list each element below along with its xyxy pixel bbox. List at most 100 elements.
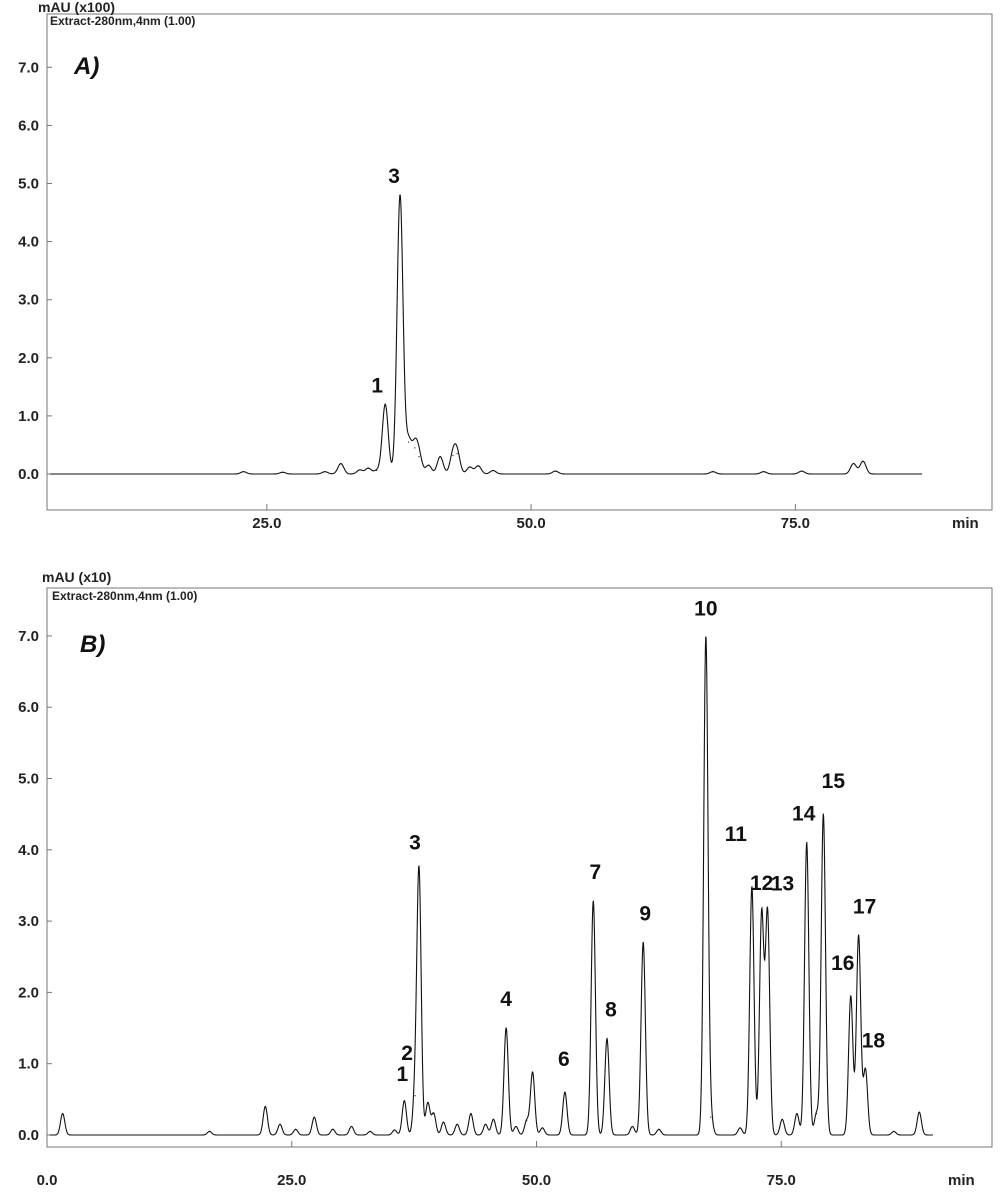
peak-apex [658,1128,660,1130]
peak-number-label: 12 [750,872,773,895]
peak-apex [340,462,342,465]
peak-apex [407,441,410,443]
peak-number-label: 15 [822,770,846,793]
y-tick-label: 0.0 [18,466,39,483]
peak-apex [282,471,284,473]
peak-apex [376,469,378,472]
peak-apex [469,466,471,468]
peak-number-label: 18 [862,1029,886,1052]
peak-apex [710,1116,712,1118]
peak-apex [393,1129,396,1131]
y-tick-label: 5.0 [18,771,39,788]
x-tick-label: 25.0 [252,515,281,532]
y-tick-label: 5.0 [18,176,39,193]
chromatogram-panel-b: mAU (x10) Extract-280nm,4nm (1.00) B) min 0.… [18,569,993,1189]
panel-label: B) [80,631,105,658]
peak-apex [433,1113,435,1115]
peak-apex [62,1113,64,1115]
peak-apex [264,1105,266,1108]
y-tick-label: 3.0 [18,913,39,930]
peak-apex [384,403,386,405]
panel-label: A) [73,53,99,80]
y-tick-label: 6.0 [18,699,39,716]
peak-apex [484,1123,487,1125]
peak-apex [864,1068,867,1071]
peak-number-label: 7 [589,861,601,884]
peak-apex [414,1095,416,1097]
peak-apex [427,464,430,466]
peak-number-label: 13 [771,873,794,896]
peak-apex [350,1125,353,1128]
peak-apex [456,453,458,455]
x-tick-label: 50.0 [517,515,546,532]
peak-number-label: 17 [853,895,876,918]
peak-apex [893,1130,895,1133]
peak-apex [439,455,441,458]
peak-apex [751,886,753,888]
peak-apex [815,1113,818,1115]
peak-apex [781,1118,783,1120]
peak-apex [541,1127,543,1129]
x-axis-unit-label: min [952,515,979,532]
peak-number-label: 11 [725,823,748,846]
y-tick-label: 3.0 [18,292,39,309]
peak-apex [418,872,420,874]
peak-apex [705,636,707,638]
x-axis-unit-label: min [948,1172,975,1189]
peak-apex [862,460,864,462]
peak-apex [442,1121,445,1123]
peak-apex [918,1111,920,1113]
x-tick-label: 50.0 [522,1172,551,1189]
peak-apex [631,1125,634,1128]
plot-frame [46,587,993,1148]
y-tick-label: 4.0 [18,842,39,859]
trace-subtitle: Extract-280nm,4nm (1.00) [50,14,195,28]
peak-apex [414,447,416,449]
peak-number-label: 2 [401,1042,413,1065]
peak-apex [806,842,808,844]
peak-apex [295,1128,297,1130]
peak-number-label: 1 [371,374,383,397]
peak-apex [208,1130,211,1133]
peak-number-label: 6 [558,1048,570,1071]
peak-apex [367,467,369,469]
trace-subtitle: Extract-280nm,4nm (1.00) [52,589,197,603]
y-unit-label: mAU (x10) [42,569,111,585]
chromatogram-panel-a: mAU (x100)Extract-280nm,4nm (1.00) A) min 0… [18,0,993,532]
peak-apex [766,911,769,914]
peak-apex [739,1127,741,1129]
peak-number-label: 4 [500,988,512,1011]
peak-apex [427,1102,429,1104]
y-unit-label: mAU (x100) [38,0,115,15]
peak-apex [399,194,401,196]
peak-apex [418,455,420,458]
peak-apex [359,469,361,471]
peak-apex [592,900,594,902]
peak-number-label: 3 [409,831,421,854]
y-tick-label: 1.0 [18,1056,39,1073]
y-tick-label: 4.0 [18,234,39,251]
plot-frame [46,13,993,511]
peak-number-label: 14 [792,803,816,826]
peak-apex [279,1123,281,1125]
peak-number-label: 1 [396,1063,408,1086]
peak-apex [515,1125,517,1128]
peak-apex [505,1027,507,1029]
chromatogram-trace [50,194,923,475]
y-tick-label: 2.0 [18,984,39,1001]
x-tick-label: 75.0 [781,515,810,532]
peak-apex [857,934,860,936]
peak-apex [477,465,479,467]
peak-apex [712,471,714,473]
peak-apex [606,1038,608,1040]
peak-apex [452,454,454,457]
y-tick-label: 1.0 [18,408,39,425]
peak-apex [332,1128,334,1130]
peak-apex [554,470,557,472]
chromatogram-trace [49,636,933,1136]
peak-apex [642,941,644,944]
peak-number-label: 8 [605,999,617,1022]
x-tick-label: 25.0 [277,1172,306,1189]
peak-apex [564,1091,566,1093]
